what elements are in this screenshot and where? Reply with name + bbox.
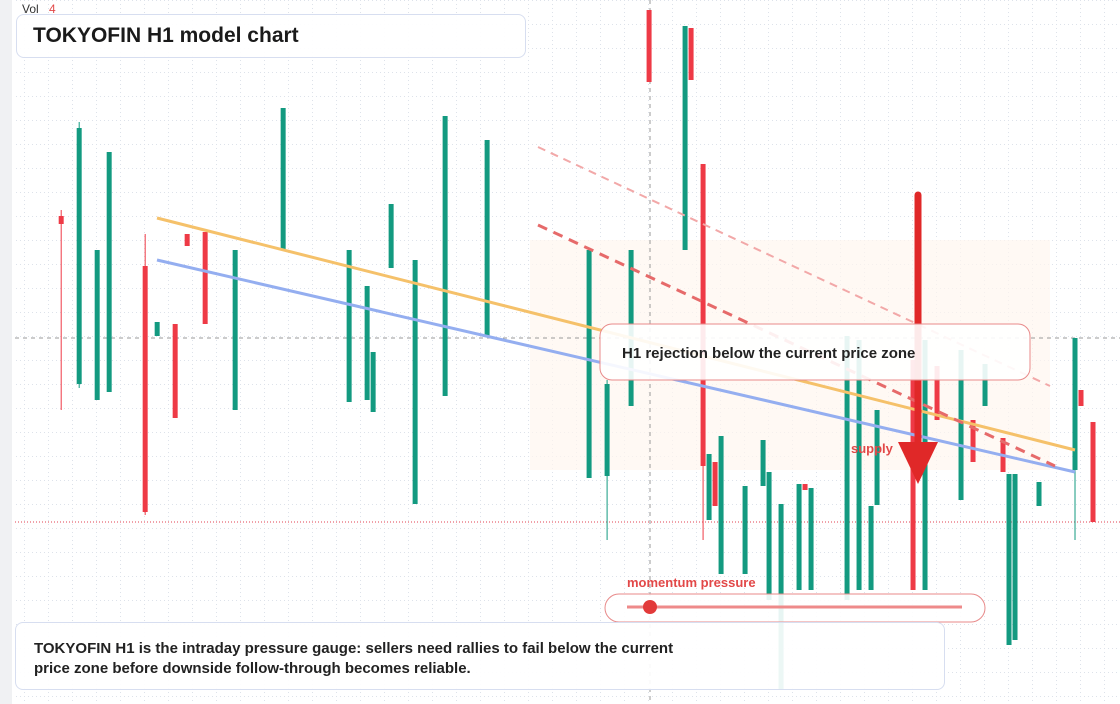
candle-body bbox=[586, 250, 592, 478]
caption: TOKYOFIN H1 is the intraday pressure gau… bbox=[34, 640, 674, 677]
candle-body bbox=[1072, 338, 1078, 470]
candle-body bbox=[712, 462, 718, 506]
candle-body bbox=[280, 108, 286, 250]
candle-body bbox=[484, 140, 490, 336]
title-box: TOKYOFIN H1 model chart bbox=[16, 14, 526, 58]
candle-body bbox=[76, 128, 82, 384]
candle-body bbox=[106, 152, 112, 392]
candle-body bbox=[742, 486, 748, 574]
candle-body bbox=[412, 260, 418, 504]
candle-body bbox=[760, 440, 766, 486]
candle-body bbox=[172, 324, 178, 418]
zone-label: supply bbox=[851, 441, 894, 456]
candle-body bbox=[364, 286, 370, 400]
candle-body bbox=[982, 364, 988, 406]
candle-body bbox=[1012, 474, 1018, 640]
callout-box bbox=[599, 323, 1031, 381]
left-edge bbox=[0, 0, 12, 704]
vol-value: 4 bbox=[49, 2, 56, 16]
arrow-head bbox=[898, 442, 938, 484]
candle-body bbox=[796, 484, 802, 590]
candle-body bbox=[442, 116, 448, 396]
candle-body bbox=[718, 436, 724, 574]
vol-label: Vol bbox=[22, 2, 39, 16]
candle-body bbox=[970, 420, 976, 462]
candle-body bbox=[868, 506, 874, 590]
candle-body bbox=[766, 472, 772, 600]
candle-body bbox=[346, 250, 352, 402]
candle-body bbox=[700, 164, 706, 466]
candle-body bbox=[184, 234, 190, 246]
candle-body bbox=[688, 28, 694, 80]
candle-body bbox=[94, 250, 100, 400]
candle-body bbox=[202, 232, 208, 324]
candle-body bbox=[874, 410, 880, 505]
gauge-knob[interactable] bbox=[643, 600, 657, 614]
channel-pink bbox=[537, 146, 1051, 387]
candle-body bbox=[388, 204, 394, 268]
candle-body bbox=[958, 350, 964, 500]
chart-title: TOKYOFIN H1 model chart bbox=[33, 24, 299, 47]
candle-body bbox=[802, 484, 808, 490]
candle-body bbox=[646, 10, 652, 82]
candle-body bbox=[706, 454, 712, 520]
callout-text: H1 rejection below the current price zon… bbox=[622, 345, 915, 362]
candle-body bbox=[58, 216, 64, 224]
candle-body bbox=[910, 360, 916, 590]
candle-body bbox=[682, 26, 688, 250]
candle-body bbox=[934, 366, 940, 420]
candle-body bbox=[154, 322, 160, 336]
candle-body bbox=[1036, 482, 1042, 506]
caption-box: TOKYOFIN H1 is the intraday pressure gau… bbox=[15, 622, 945, 690]
candle-body bbox=[142, 266, 148, 512]
candle-body bbox=[808, 488, 814, 590]
candle-body bbox=[1006, 474, 1012, 645]
candle-body bbox=[856, 340, 862, 590]
candle-body bbox=[604, 384, 610, 476]
candle-body bbox=[1090, 422, 1096, 522]
gauge-label: momentum pressure bbox=[627, 575, 756, 590]
candle-body bbox=[232, 250, 238, 410]
candle-body bbox=[844, 336, 850, 600]
candle-body bbox=[370, 352, 376, 412]
candle-body bbox=[1078, 390, 1084, 406]
